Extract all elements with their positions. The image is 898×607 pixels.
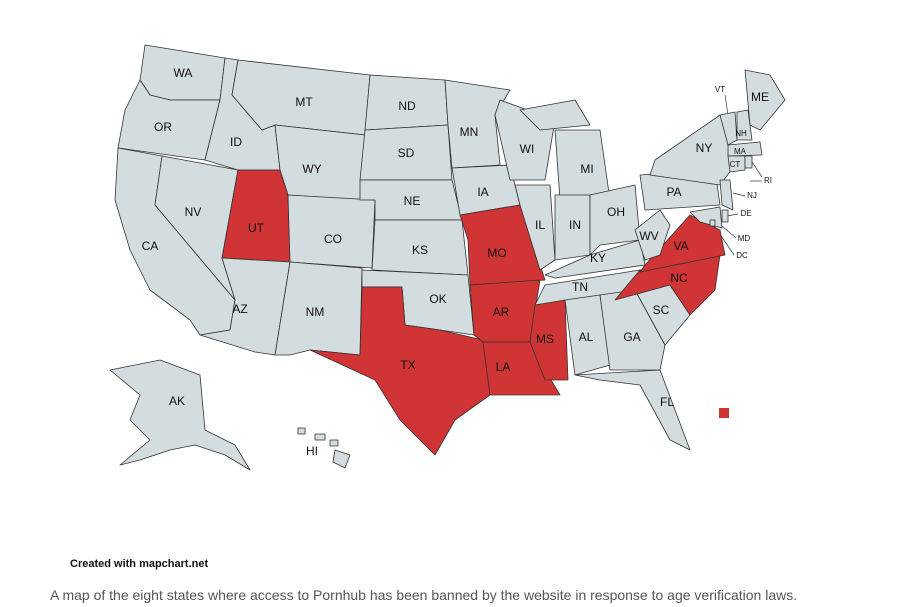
state-label: MA bbox=[734, 147, 747, 156]
state-label: IL bbox=[535, 218, 545, 232]
state-shape bbox=[589, 184, 641, 256]
state-label: AK bbox=[169, 394, 185, 408]
state-shape bbox=[329, 439, 339, 447]
state-shape bbox=[309, 286, 491, 456]
state-label: OH bbox=[607, 205, 625, 219]
state-label: OR bbox=[154, 120, 172, 134]
state-shape bbox=[727, 155, 746, 173]
state-shape bbox=[314, 433, 326, 441]
state-label: WY bbox=[302, 162, 321, 176]
state-label: LA bbox=[496, 360, 511, 374]
state-label: AZ bbox=[232, 302, 247, 316]
state-shape bbox=[639, 214, 726, 273]
state-label: FL bbox=[660, 395, 674, 409]
state-label: PA bbox=[666, 185, 681, 199]
state-shape bbox=[721, 209, 729, 223]
state-label: MN bbox=[460, 125, 479, 139]
state-label: AL bbox=[579, 330, 594, 344]
state-label: KY bbox=[590, 251, 606, 265]
state-shape bbox=[332, 449, 351, 469]
state-shape bbox=[649, 114, 736, 186]
state-shape bbox=[727, 141, 763, 157]
state-label: MI bbox=[580, 162, 593, 176]
state-label: SC bbox=[653, 303, 670, 317]
state-shape bbox=[514, 184, 556, 271]
state-label: CT bbox=[730, 160, 741, 169]
state-label: MD bbox=[738, 234, 751, 243]
state-label: DC bbox=[736, 251, 748, 260]
state-label: TX bbox=[400, 358, 415, 372]
state-label: NE bbox=[404, 194, 421, 208]
state-label: CA bbox=[142, 239, 159, 253]
state-label: WA bbox=[174, 66, 193, 80]
state-label: OK bbox=[429, 292, 446, 306]
state-shape bbox=[109, 359, 251, 471]
state-label: UT bbox=[248, 221, 265, 235]
state-label: GA bbox=[623, 330, 640, 344]
state-label: HI bbox=[306, 444, 318, 458]
state-label: KS bbox=[412, 243, 428, 257]
state-shape bbox=[709, 219, 716, 227]
state-shape bbox=[482, 341, 561, 396]
state-label: NM bbox=[306, 305, 325, 319]
us-map: WA OR CA NV ID MT WY UT CO AZ NM ND SD NE KS OK TX MN IA MO… bbox=[109, 44, 786, 471]
state-label: NJ bbox=[747, 191, 757, 200]
state-label: WV bbox=[639, 229, 658, 243]
state-label: IA bbox=[477, 185, 488, 199]
state-label: AR bbox=[493, 305, 510, 319]
state-label: MO bbox=[487, 246, 506, 260]
marker bbox=[719, 408, 729, 418]
state-label: WI bbox=[520, 142, 535, 156]
state-shape bbox=[297, 427, 306, 435]
state-shape bbox=[529, 299, 569, 381]
caption: A map of the eight states where access t… bbox=[50, 587, 798, 603]
state-label: MT bbox=[295, 95, 313, 109]
state-label: ID bbox=[230, 135, 242, 149]
state-label: DE bbox=[740, 209, 751, 218]
state-shape bbox=[744, 155, 753, 169]
state-label: SD bbox=[398, 146, 415, 160]
state-label: CO bbox=[324, 232, 342, 246]
state-label: VT bbox=[715, 85, 725, 94]
state-label: NH bbox=[735, 129, 747, 138]
state-label: VA bbox=[673, 239, 688, 253]
state-shape bbox=[719, 179, 734, 211]
state-label: IN bbox=[569, 218, 581, 232]
state-label: TN bbox=[572, 280, 588, 294]
state-label: ME bbox=[751, 90, 769, 104]
state-label: NV bbox=[185, 205, 202, 219]
state-label: RI bbox=[764, 176, 772, 185]
state-label: NY bbox=[696, 141, 713, 155]
state-shape bbox=[444, 79, 511, 169]
state-shape bbox=[574, 369, 691, 451]
state-shape bbox=[519, 99, 591, 131]
credit: Created with mapchart.net bbox=[70, 558, 209, 570]
state-shape bbox=[634, 209, 671, 261]
state-label: MS bbox=[536, 332, 554, 346]
state-shape bbox=[736, 109, 753, 141]
state-label: ND bbox=[398, 99, 416, 113]
state-label: NC bbox=[670, 271, 688, 285]
